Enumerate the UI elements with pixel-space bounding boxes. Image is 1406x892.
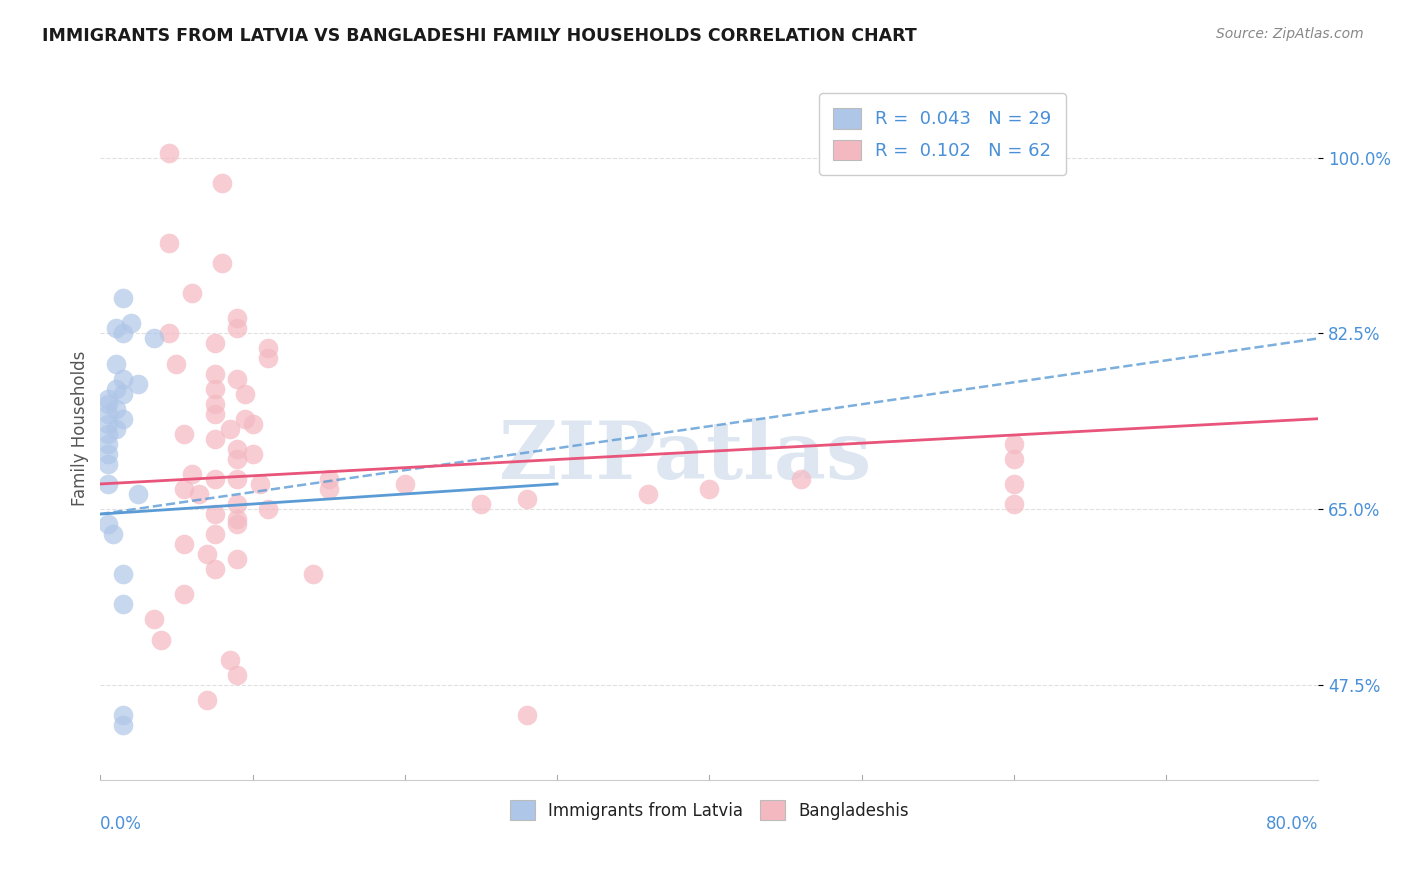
Point [112, 707, 135, 722]
Point [97, 407, 120, 421]
Point [226, 552, 249, 566]
Point [104, 401, 127, 416]
Point [173, 482, 195, 496]
Point [104, 357, 127, 371]
Point [226, 517, 249, 532]
Point [173, 426, 195, 441]
Point [226, 497, 249, 511]
Point [204, 367, 226, 381]
Point [318, 482, 340, 496]
Point [97, 417, 120, 431]
Point [97, 447, 120, 461]
Point [470, 497, 492, 511]
Legend: Immigrants from Latvia, Bangladeshis: Immigrants from Latvia, Bangladeshis [502, 792, 917, 828]
Text: 0.0%: 0.0% [100, 815, 142, 833]
Point [173, 587, 195, 601]
Point [226, 321, 249, 335]
Point [226, 311, 249, 326]
Point [112, 598, 135, 612]
Point [142, 612, 165, 626]
Point [112, 291, 135, 305]
Point [104, 321, 127, 335]
Point [211, 256, 233, 270]
Point [195, 547, 218, 561]
Point [233, 411, 256, 425]
Point [120, 317, 142, 331]
Point [157, 235, 180, 250]
Point [302, 567, 325, 582]
Point [226, 371, 249, 385]
Point [112, 371, 135, 385]
Point [157, 326, 180, 341]
Text: IMMIGRANTS FROM LATVIA VS BANGLADESHI FAMILY HOUSEHOLDS CORRELATION CHART: IMMIGRANTS FROM LATVIA VS BANGLADESHI FA… [42, 27, 917, 45]
Point [112, 411, 135, 425]
Point [218, 422, 240, 436]
Point [1002, 451, 1025, 466]
Point [97, 426, 120, 441]
Point [104, 382, 127, 396]
Point [249, 477, 271, 491]
Point [1002, 497, 1025, 511]
Point [101, 527, 124, 541]
Point [127, 487, 149, 501]
Point [226, 451, 249, 466]
Point [180, 467, 202, 481]
Point [204, 382, 226, 396]
Point [204, 336, 226, 351]
Point [516, 491, 538, 506]
Point [204, 397, 226, 411]
Point [188, 487, 211, 501]
Point [394, 477, 416, 491]
Point [112, 718, 135, 732]
Point [150, 632, 173, 647]
Point [112, 567, 135, 582]
Point [104, 422, 127, 436]
Point [97, 392, 120, 406]
Point [204, 407, 226, 421]
Text: ZIPatlas: ZIPatlas [499, 417, 872, 496]
Point [173, 537, 195, 551]
Point [127, 376, 149, 391]
Point [157, 145, 180, 160]
Point [789, 472, 811, 486]
Point [180, 286, 202, 301]
Point [204, 432, 226, 446]
Point [97, 477, 120, 491]
Y-axis label: Family Households: Family Households [72, 351, 89, 507]
Text: 80.0%: 80.0% [1265, 815, 1319, 833]
Point [97, 457, 120, 471]
Point [226, 667, 249, 681]
Point [637, 487, 659, 501]
Point [516, 707, 538, 722]
Point [97, 517, 120, 532]
Point [112, 386, 135, 401]
Point [204, 527, 226, 541]
Point [242, 447, 264, 461]
Point [211, 176, 233, 190]
Point [97, 437, 120, 451]
Point [256, 351, 278, 366]
Point [226, 472, 249, 486]
Point [97, 397, 120, 411]
Point [1002, 437, 1025, 451]
Point [226, 512, 249, 526]
Point [142, 331, 165, 345]
Point [233, 386, 256, 401]
Point [1002, 477, 1025, 491]
Text: Source: ZipAtlas.com: Source: ZipAtlas.com [1216, 27, 1364, 41]
Point [195, 692, 218, 706]
Point [242, 417, 264, 431]
Point [166, 357, 188, 371]
Point [256, 502, 278, 516]
Point [697, 482, 720, 496]
Point [204, 507, 226, 521]
Point [256, 342, 278, 356]
Point [218, 652, 240, 666]
Point [226, 442, 249, 456]
Point [318, 472, 340, 486]
Point [204, 472, 226, 486]
Point [112, 326, 135, 341]
Point [204, 562, 226, 576]
